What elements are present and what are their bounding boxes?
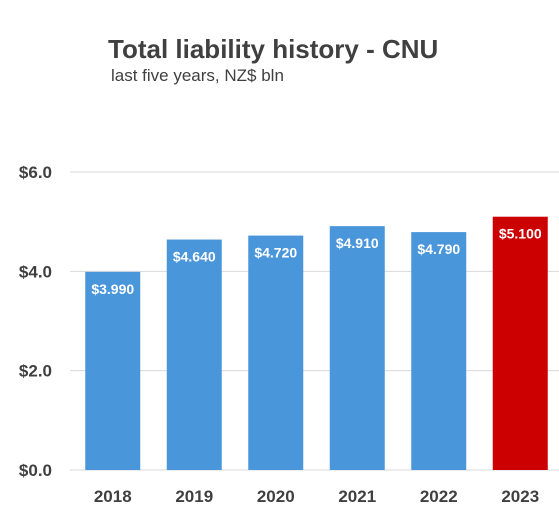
data-label: $4.720	[254, 245, 297, 261]
x-tick-label: 2022	[420, 487, 458, 506]
y-tick-label: $2.0	[19, 362, 52, 381]
bar	[329, 226, 385, 470]
bar	[85, 271, 141, 470]
bar	[411, 232, 467, 470]
data-label: $3.990	[91, 281, 134, 297]
data-label: $4.790	[417, 241, 460, 257]
x-tick-label: 2019	[175, 487, 213, 506]
x-tick-label: 2021	[338, 487, 376, 506]
bar	[492, 216, 548, 470]
data-label: $4.910	[336, 235, 379, 251]
bar	[166, 239, 222, 470]
chart-title: Total liability history - CNU	[108, 34, 439, 64]
x-tick-label: 2023	[501, 487, 539, 506]
chart-subtitle: last five years, NZ$ bln	[111, 66, 284, 85]
x-tick-label: 2018	[94, 487, 132, 506]
data-label: $5.100	[499, 226, 542, 242]
bar	[248, 235, 304, 470]
x-tick-label: 2020	[257, 487, 295, 506]
y-tick-label: $0.0	[19, 461, 52, 480]
y-tick-label: $4.0	[19, 262, 52, 281]
data-label: $4.640	[173, 249, 216, 265]
y-tick-label: $6.0	[19, 163, 52, 182]
